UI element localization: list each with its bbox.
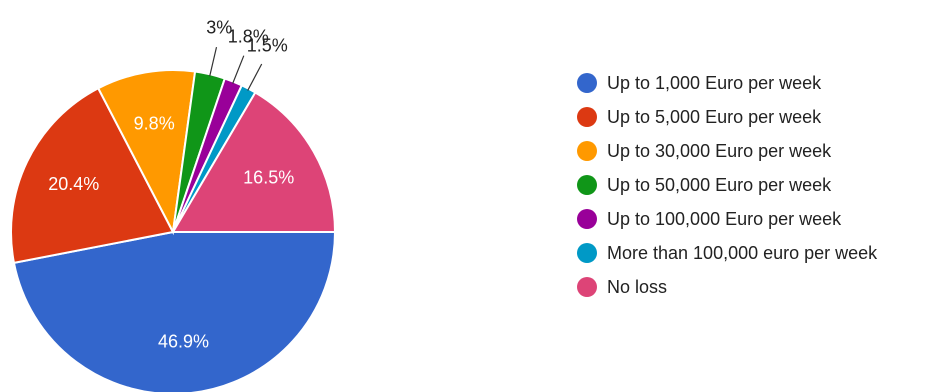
- slice-value-label: 20.4%: [48, 174, 99, 194]
- pie-chart: 46.9% 20.4% 9.8% 3%1.8%1.5% 16.5%: [9, 17, 337, 392]
- legend-label: Up to 1,000 Euro per week: [607, 72, 822, 93]
- slice-value-label: 9.8%: [134, 114, 175, 134]
- slice-value-label: 46.9%: [158, 332, 209, 352]
- pie-slice: [12, 231, 337, 392]
- legend-label: Up to 100,000 Euro per week: [607, 208, 842, 229]
- legend-label: Up to 5,000 Euro per week: [607, 106, 822, 127]
- slice-value-label: 1.8%: [228, 27, 269, 47]
- pie-slice: [96, 69, 197, 236]
- slice-leader-line: [232, 55, 245, 84]
- legend-label: More than 100,000 euro per week: [607, 242, 878, 263]
- pie-slice: [9, 86, 175, 265]
- legend-label: No loss: [607, 276, 668, 297]
- legend-swatch-icon: [577, 209, 597, 229]
- legend-swatch-icon: [577, 277, 597, 297]
- slice-leader-line: [247, 63, 263, 91]
- legend-item: Up to 100,000 Euro per week: [577, 202, 877, 236]
- legend-item: More than 100,000 euro per week: [577, 236, 877, 270]
- legend-item: Up to 1,000 Euro per week: [577, 66, 877, 100]
- legend-swatch-icon: [577, 141, 597, 161]
- legend-swatch-icon: [577, 243, 597, 263]
- slice-value-label: 16.5%: [243, 167, 294, 187]
- legend-item: Up to 5,000 Euro per week: [577, 100, 877, 134]
- legend-item: Up to 30,000 Euro per week: [577, 134, 877, 168]
- chart-legend: Up to 1,000 Euro per week Up to 5,000 Eur…: [577, 66, 877, 304]
- slice-leader-line: [209, 46, 218, 77]
- legend-label: Up to 50,000 Euro per week: [607, 174, 832, 195]
- pie-slice: [171, 91, 337, 233]
- legend-item: Up to 50,000 Euro per week: [577, 168, 877, 202]
- slice-value-label: 3%: [206, 17, 232, 37]
- legend-swatch-icon: [577, 73, 597, 93]
- slice-value-label: 1.5%: [247, 35, 288, 55]
- legend-label: Up to 30,000 Euro per week: [607, 140, 832, 161]
- legend-swatch-icon: [577, 175, 597, 195]
- legend-item: No loss: [577, 270, 877, 304]
- legend-swatch-icon: [577, 107, 597, 127]
